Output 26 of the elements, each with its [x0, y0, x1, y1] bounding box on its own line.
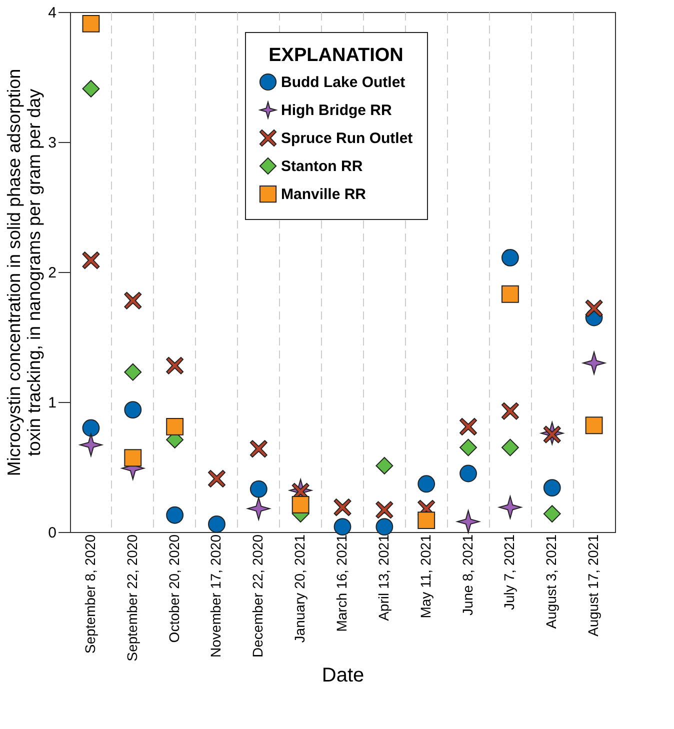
legend-label: Budd Lake Outlet	[281, 74, 406, 91]
legend-label: High Bridge RR	[281, 102, 392, 119]
x-tick-label: August 17, 2021	[585, 534, 602, 636]
x-axis-title: Date	[322, 664, 364, 686]
x-tick-label: November 17, 2020	[208, 534, 224, 658]
x-tick-label: July 7, 2021	[501, 534, 518, 610]
x-tick-label: March 16, 2021	[334, 534, 350, 632]
x-tick-label: December 22, 2020	[250, 534, 266, 658]
x-tick-label: August 3, 2021	[543, 534, 560, 629]
legend-label: Spruce Run Outlet	[281, 130, 413, 147]
legend-label: Manville RR	[281, 186, 366, 203]
x-tick-label: June 8, 2021	[459, 534, 476, 616]
x-tick-label: January 20, 2021	[292, 534, 308, 643]
y-tick-label: 4	[48, 4, 56, 22]
x-tick-label: May 11, 2021	[417, 534, 434, 618]
y-tick-label: 0	[48, 524, 56, 542]
x-tick-label: September 22, 2020	[124, 534, 140, 662]
x-tick-label: September 8, 2020	[82, 534, 98, 654]
x-tick-label: April 13, 2021	[375, 534, 392, 621]
legend-label: Stanton RR	[281, 158, 363, 175]
y-tick-label: 3	[48, 134, 56, 152]
y-tick-label: 1	[48, 394, 56, 412]
x-tick-label: October 20, 2020	[166, 534, 182, 643]
legend-title: EXPLANATION	[268, 45, 404, 66]
y-tick-label: 2	[48, 264, 56, 282]
y-axis-title: Microcystin concentration in solid phase adsorption toxin tracking, in nanograms per gram per day	[4, 68, 44, 476]
